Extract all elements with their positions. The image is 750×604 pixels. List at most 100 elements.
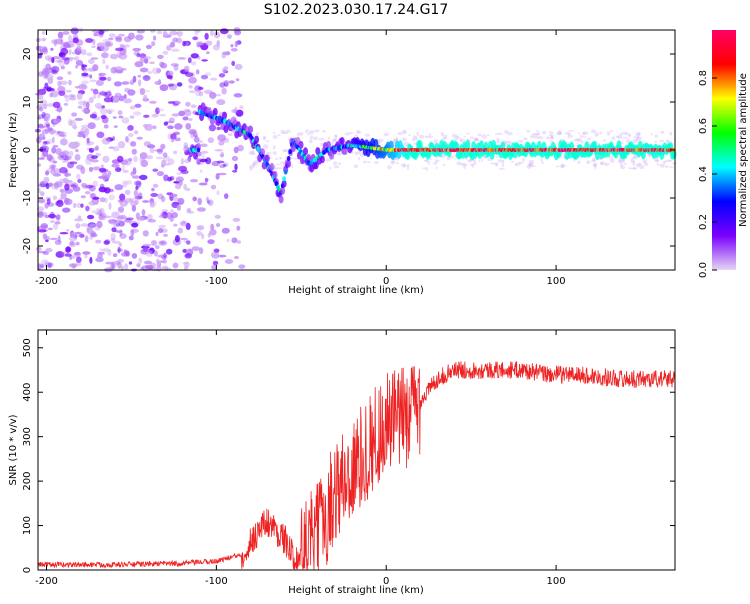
spectrogram-cell <box>88 223 98 229</box>
spectrogram-cell <box>65 95 70 103</box>
spectrogram-cell <box>51 57 55 64</box>
spectrogram-cell <box>209 91 217 99</box>
spectrogram-cell <box>249 166 253 172</box>
spectrogram-cell <box>51 164 56 171</box>
spectrogram-cell <box>38 133 46 140</box>
spectrogram-cell <box>161 195 166 203</box>
spectrogram-cell <box>425 166 428 172</box>
spectrogram-cell <box>101 105 105 109</box>
spectrogram-ridge-core <box>286 156 291 161</box>
colorbar: 0.0 0.2 0.4 0.6 0.8 Normalized spectral ampl… <box>698 30 749 278</box>
spectrogram-cell <box>40 223 49 230</box>
spectrogram-cell <box>118 115 124 119</box>
spectrogram-cell <box>599 131 603 135</box>
spectrogram-cell <box>617 134 623 139</box>
spectrogram-cell <box>433 139 438 143</box>
spectrogram-cell <box>56 76 64 81</box>
spectrogram-cell <box>107 110 112 115</box>
spectrogram-cell <box>234 63 243 70</box>
spectrogram-cell <box>395 162 399 165</box>
spectrogram-cell <box>135 212 140 220</box>
spectrogram-cell <box>110 238 116 242</box>
spectrogram-cell <box>95 239 102 244</box>
colorbar-tick-label: 0.0 <box>698 262 709 278</box>
spectrogram-cell <box>374 161 380 164</box>
spectrogram-cell <box>137 79 142 87</box>
spectrogram-cell <box>201 153 205 159</box>
spectrogram-cell <box>72 186 81 192</box>
spectrogram-cell <box>582 131 589 136</box>
snr-y-label: SNR (10 * v/v) <box>8 414 19 485</box>
spectrogram-cell <box>306 133 311 136</box>
spectrogram-cell <box>592 157 595 161</box>
spectrogram-cell <box>54 181 63 188</box>
spectrogram-cell <box>61 159 70 163</box>
spectrogram-cell <box>537 132 541 135</box>
spectrogram-cell <box>98 167 107 173</box>
spectrogram-cell <box>115 69 124 74</box>
spectrogram-cell <box>187 57 192 64</box>
spectrogram-cell <box>333 161 337 166</box>
spectrogram-cell <box>142 89 151 93</box>
spectrogram-cell <box>73 56 80 61</box>
spectrogram-cell <box>157 228 164 234</box>
spectrogram-cell <box>654 158 660 162</box>
spectrogram-cell <box>42 233 48 240</box>
spectrogram-cell <box>668 159 673 162</box>
spectrogram-cell <box>322 130 325 133</box>
spectrogram-cell <box>99 248 103 251</box>
spectrogram-cell <box>183 183 187 190</box>
spectrogram-cell <box>252 162 257 167</box>
spectrogram-cell <box>536 130 540 133</box>
spectrogram-y-ticks: -20 -10 0 10 20 <box>22 48 675 254</box>
spectrogram-cell <box>112 116 117 119</box>
spectrogram-cell <box>156 30 163 35</box>
spectrogram-cell <box>463 135 466 138</box>
spectrogram-cell <box>518 139 524 143</box>
spectrogram-cell <box>223 66 229 70</box>
spectrogram-cell <box>435 159 438 164</box>
spectrogram-cell <box>149 100 157 104</box>
spectrogram-cell <box>41 68 51 76</box>
spectrogram-ridge-cell <box>193 151 198 160</box>
spectrogram-cell <box>221 137 230 143</box>
spectrogram-cell <box>172 197 180 202</box>
spectrogram-cell <box>140 248 150 255</box>
spectrogram-cell <box>184 109 192 117</box>
spectrogram-cell <box>48 67 57 71</box>
spectrogram-cell <box>60 192 67 200</box>
spectrogram-cell <box>123 36 132 43</box>
spectrogram-cell <box>136 136 143 140</box>
spectrogram-cell <box>175 176 184 183</box>
spectrogram-cell <box>102 38 110 45</box>
spectrogram-cell <box>124 44 131 48</box>
spectrogram-cell <box>36 206 45 212</box>
spectrogram-cell <box>107 219 117 223</box>
colorbar-tick-label: 0.4 <box>698 166 709 182</box>
spectrogram-cell <box>87 214 95 220</box>
spectrogram-cell <box>80 195 86 199</box>
spectrogram-cell <box>366 161 371 163</box>
spectrogram-cell <box>580 135 584 137</box>
spectrogram-cell <box>436 159 440 162</box>
spectrogram-cell <box>660 130 664 134</box>
spectrogram-cell <box>61 57 70 61</box>
spectrogram-cell <box>101 213 106 221</box>
spectrogram-cell <box>332 138 337 143</box>
spectrogram-cell <box>606 163 610 166</box>
spectrogram-cell <box>603 139 606 142</box>
spectrogram-cell <box>542 130 547 135</box>
spectrogram-cell <box>103 97 113 103</box>
spectrogram-cell <box>654 140 658 143</box>
spectrogram-cell <box>305 129 309 134</box>
spectrogram-cell <box>161 209 169 213</box>
spectrogram-cell <box>189 179 199 183</box>
spectrogram-cell <box>90 88 94 91</box>
spectrogram-cell <box>198 90 204 97</box>
spectrogram-cell <box>422 167 427 170</box>
spectrogram-cell <box>167 101 176 104</box>
snr-panel: -200 -100 0 100 0 100 200 300 400 500 Height of … <box>8 329 676 596</box>
spectrogram-cell <box>37 263 42 270</box>
spectrogram-cell <box>48 182 53 188</box>
spectrogram-cell <box>205 72 212 76</box>
